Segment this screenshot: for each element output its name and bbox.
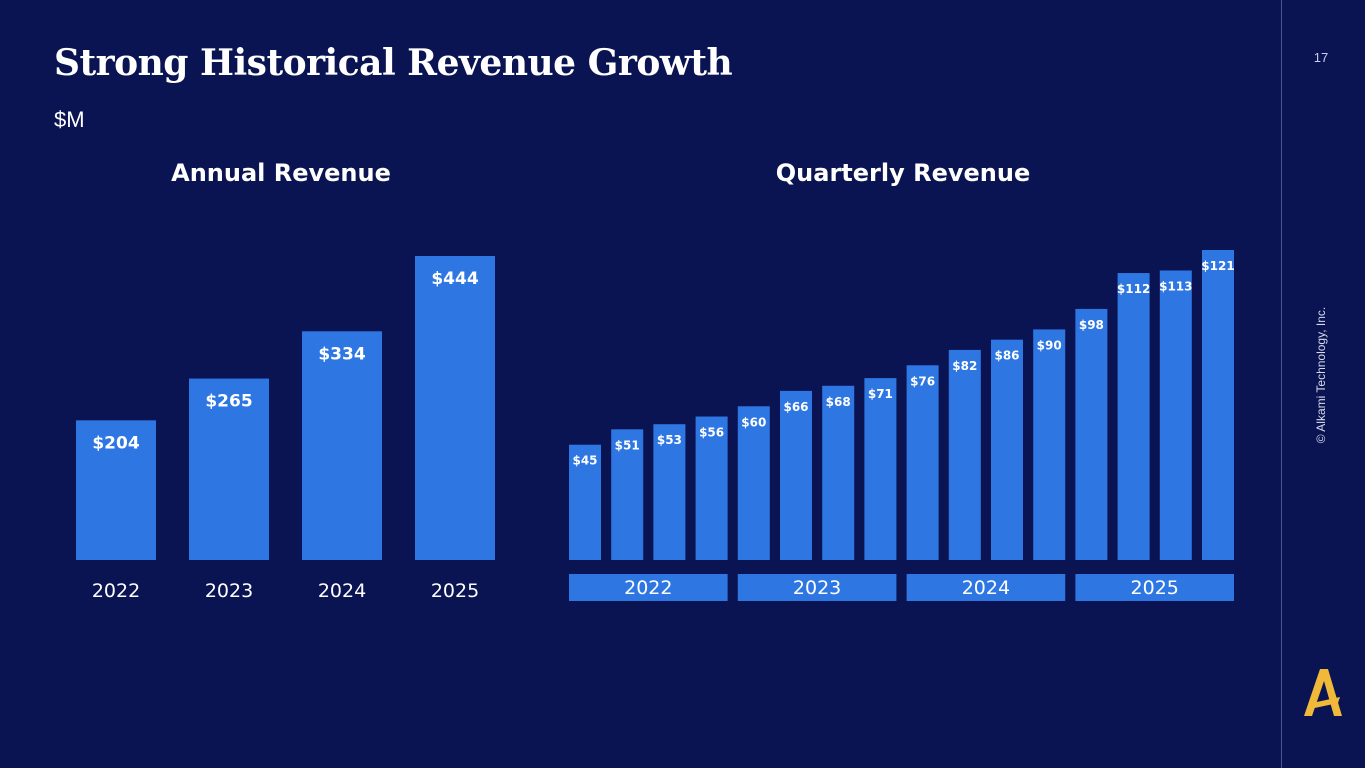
annual-year-label-2023: 2023 xyxy=(205,580,253,602)
quarterly-chart-title: Quarterly Revenue xyxy=(776,159,1030,187)
annual-year-label-2025: 2025 xyxy=(431,580,479,602)
quarterly-bar-11 xyxy=(991,339,1023,560)
vertical-divider xyxy=(1281,0,1282,768)
quarterly-year-label-2023: 2023 xyxy=(793,577,841,599)
quarterly-year-band-2025 xyxy=(1075,574,1234,601)
quarterly-bar-label-9: $76 xyxy=(910,374,935,388)
quarterly-bar-6 xyxy=(780,390,812,560)
quarterly-bar-label-15: $113 xyxy=(1159,279,1192,293)
annual-revenue-chart: Annual Revenue $204 2022 $265 2023 $334 2024 $… xyxy=(76,159,495,602)
quarterly-bar-4 xyxy=(695,416,728,560)
quarterly-year-label-2024: 2024 xyxy=(962,577,1010,599)
quarterly-bar-14 xyxy=(1117,273,1150,560)
slide-title: Strong Historical Revenue Growth xyxy=(54,42,733,84)
units-label: $M xyxy=(54,107,85,132)
annual-bar-2024 xyxy=(302,331,382,560)
quarterly-bar-13 xyxy=(1075,308,1108,560)
quarterly-bar-label-10: $82 xyxy=(952,359,977,373)
annual-bar-label-2025: $444 xyxy=(431,269,478,289)
quarterly-bar-label-14: $112 xyxy=(1117,282,1150,296)
quarterly-year-label-2025: 2025 xyxy=(1131,577,1179,599)
quarterly-bar-label-11: $86 xyxy=(994,349,1019,363)
quarterly-bar-8 xyxy=(864,378,897,560)
quarterly-bar-label-8: $71 xyxy=(868,387,893,401)
quarterly-bar-12 xyxy=(1033,329,1066,560)
quarterly-revenue-chart: Quarterly Revenue $45 $51 $53 $56 $60 $66 $68 $… xyxy=(569,159,1235,601)
quarterly-bar-label-4: $56 xyxy=(699,426,724,440)
quarterly-bar-label-12: $90 xyxy=(1037,338,1062,352)
alkami-logo-icon xyxy=(1304,669,1342,716)
quarterly-bar-label-5: $60 xyxy=(741,415,766,429)
quarterly-bar-label-3: $53 xyxy=(657,433,682,447)
quarterly-bar-label-7: $68 xyxy=(826,395,851,409)
quarterly-bar-1 xyxy=(569,444,601,560)
annual-bar-label-2022: $204 xyxy=(92,433,139,453)
annual-year-label-2024: 2024 xyxy=(318,580,366,602)
logo-crossbar xyxy=(1310,697,1340,709)
quarterly-year-band-2024 xyxy=(906,574,1066,601)
annual-bar-label-2024: $334 xyxy=(318,344,365,364)
annual-bar-2025 xyxy=(415,256,495,560)
annual-bar-2023 xyxy=(189,378,269,560)
annual-chart-title: Annual Revenue xyxy=(171,159,391,187)
quarterly-bar-7 xyxy=(822,385,855,560)
quarterly-bar-label-2: $51 xyxy=(615,438,640,452)
quarterly-bar-label-13: $98 xyxy=(1079,318,1104,332)
quarterly-bar-3 xyxy=(653,424,686,560)
annual-bar-label-2023: $265 xyxy=(205,392,252,412)
annual-year-label-2022: 2022 xyxy=(92,580,140,602)
quarterly-bar-label-16: $121 xyxy=(1201,259,1234,273)
quarterly-bar-2 xyxy=(611,429,644,560)
quarterly-year-band-2022 xyxy=(569,574,728,601)
quarterly-bar-label-1: $45 xyxy=(572,454,597,468)
quarterly-bar-16 xyxy=(1202,250,1234,560)
quarterly-bar-15 xyxy=(1159,270,1192,560)
annual-bar-2022 xyxy=(76,420,156,560)
quarterly-year-label-2022: 2022 xyxy=(624,577,672,599)
quarterly-year-band-2023 xyxy=(737,574,897,601)
quarterly-bar-9 xyxy=(906,365,939,560)
page-number: 17 xyxy=(1313,50,1329,65)
quarterly-bar-label-6: $66 xyxy=(783,400,808,414)
quarterly-bar-5 xyxy=(737,406,770,560)
quarterly-bar-10 xyxy=(948,349,981,560)
